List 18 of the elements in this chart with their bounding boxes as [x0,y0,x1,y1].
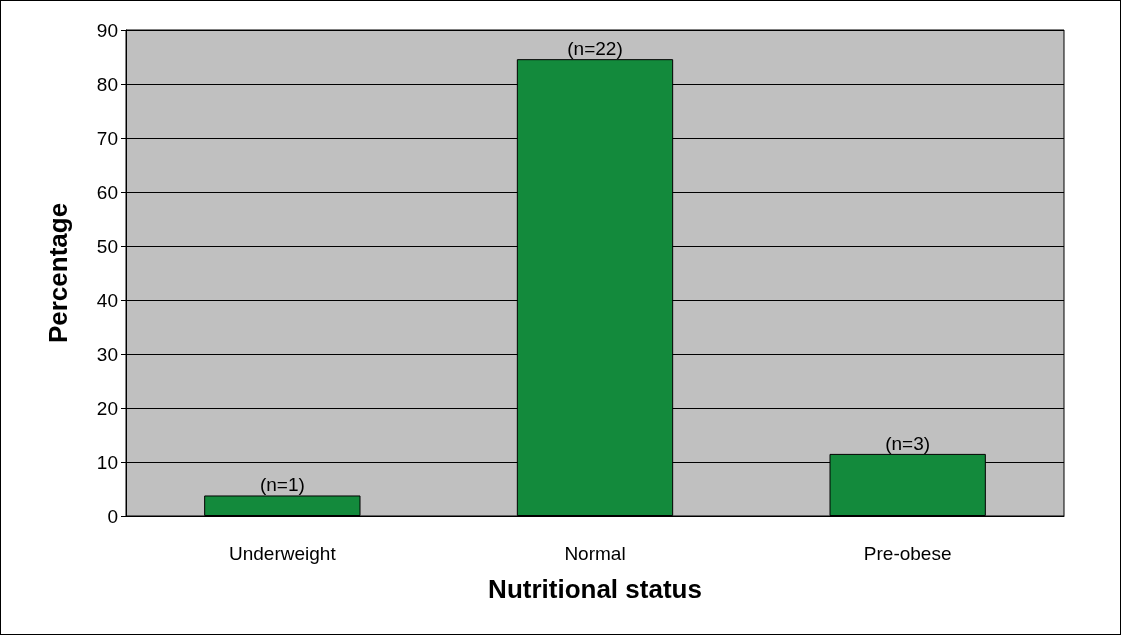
y-tick-label: 50 [96,235,118,257]
y-tick-label: 10 [96,451,118,473]
annotation: (n=3) [885,432,931,454]
x-tick-label: Normal [564,543,626,564]
x-axis-title: Nutritional status [488,574,702,604]
annotation: (n=1) [259,474,305,496]
y-tick-label: 60 [96,181,118,203]
y-tick-label: 90 [96,19,118,41]
y-tick-label: 30 [96,343,118,365]
y-tick-label: 20 [96,397,118,419]
y-tick-label: 40 [96,289,118,311]
y-tick-label: 70 [96,127,118,149]
y-tick-label: 80 [96,73,118,95]
x-tick-label: Pre-obese [863,543,952,564]
y-axis-title: Percentage [43,202,73,344]
y-tick-label: 0 [107,505,118,527]
annotation: (n=22) [567,38,623,60]
x-tick-label: Underweight [229,543,337,564]
